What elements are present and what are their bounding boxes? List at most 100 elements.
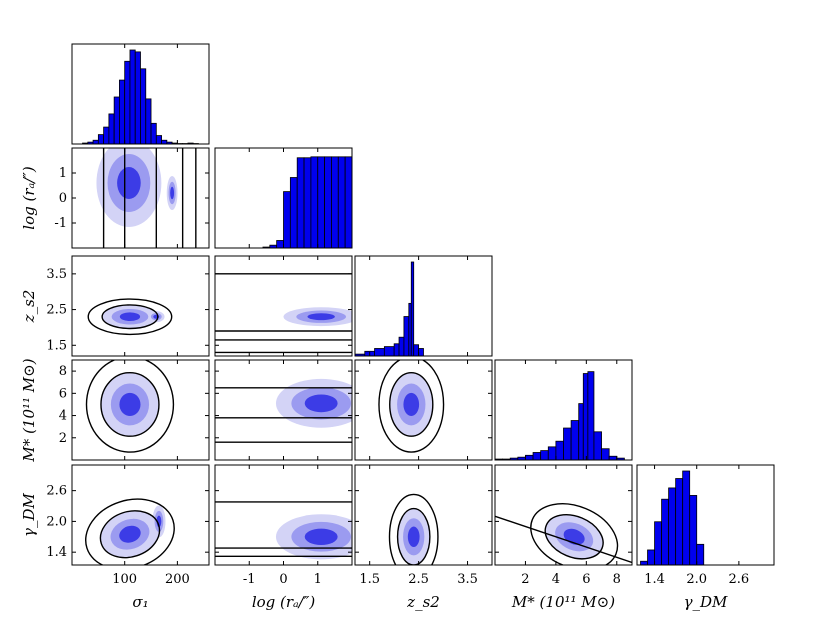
y-axis-label: γ_DM [20, 492, 38, 536]
histogram-bar-sigma1 [103, 126, 110, 145]
outer-contour-line [99, 510, 161, 559]
outer-contour-line [85, 360, 175, 453]
panel-frame [494, 464, 633, 566]
panel-gammaDM-vs-log_ra [215, 501, 352, 560]
density-contour-level-3 [119, 392, 141, 417]
histogram-bar-gammaDM [696, 543, 705, 566]
panel-frame [71, 464, 210, 566]
histogram-bar-Mstar [532, 452, 542, 461]
panel-gammaDM-vs-sigma1 [85, 498, 175, 565]
histogram-bar-gammaDM [682, 470, 691, 566]
histogram-bar-log_ra [337, 156, 346, 249]
histogram-bar-sigma1 [119, 79, 126, 145]
x-tick-label: 200 [165, 572, 190, 587]
histogram-bar-gammaDM [668, 487, 677, 566]
histogram-bar-sigma1 [155, 135, 162, 145]
outer-contour-line [87, 298, 173, 336]
outer-contour-line [389, 371, 434, 437]
density-contour-level-3 [304, 394, 338, 413]
x-tick-label: 8 [613, 572, 621, 587]
histogram-bar-Mstar [587, 371, 595, 461]
y-axis-label: M* (10¹¹ M⊙) [20, 358, 38, 462]
histogram-bar-sigma1 [134, 51, 141, 145]
histogram-bar-zs2 [413, 344, 420, 357]
histogram-bar-Mstar [540, 450, 549, 461]
density-contour-level-3 [304, 528, 338, 545]
histogram-bar-Mstar [578, 403, 584, 461]
histogram-bar-sigma1 [124, 60, 131, 145]
x-tick-label: 1.5 [359, 572, 380, 587]
histogram-bar-sigma1 [113, 96, 120, 145]
histogram-bar-Mstar [601, 448, 610, 461]
panel-gammaDM-vs-zs2 [388, 493, 439, 565]
x-tick-label: 6 [582, 572, 590, 587]
y-tick-label: -1 [54, 216, 67, 231]
histogram-bar-log_ra [289, 177, 298, 249]
contour-line [495, 515, 632, 564]
histogram-bar-Mstar [555, 440, 564, 461]
histogram-bar-sigma1 [161, 139, 168, 145]
x-tick-label: 3.5 [457, 572, 478, 587]
histogram-bar-Mstar [525, 454, 534, 461]
y-tick-label: 1.5 [46, 338, 67, 353]
histogram-bar-log_ra [344, 156, 353, 249]
panel-Mstar-vs-log_ra [215, 378, 352, 443]
y-axis-label: log (rₐ/″) [20, 166, 38, 230]
outer-contour-line [100, 371, 160, 437]
histogram-bar-log_ra [303, 157, 312, 249]
density-contour-level-3 [119, 312, 141, 322]
histogram-bar-gammaDM [654, 521, 662, 566]
histogram-bar-gammaDM [647, 549, 655, 566]
y-tick-label: 1 [59, 166, 67, 181]
histogram-bar-sigma1 [108, 113, 115, 145]
histogram-bar-sigma1 [145, 98, 152, 145]
panel-frame [354, 255, 493, 357]
y-tick-label: 6 [59, 386, 67, 401]
density-contour-level-3 [117, 167, 141, 199]
histogram-bar-Mstar [608, 455, 618, 461]
x-axis-label: M* (10¹¹ M⊙) [511, 593, 615, 611]
panel-Mstar-vs-sigma1 [85, 360, 175, 453]
y-tick-label: 2.0 [46, 514, 67, 529]
panel-frame [214, 255, 353, 357]
y-axis-label: z_s2 [20, 290, 38, 324]
panel-frame [71, 359, 210, 461]
panel-frame [71, 255, 210, 357]
histogram-bar-Mstar [563, 427, 572, 461]
y-tick-label: 2.5 [46, 303, 67, 318]
x-tick-label: 100 [112, 572, 137, 587]
outer-contour-line [101, 304, 159, 330]
histogram-bar-Mstar [570, 420, 580, 461]
histogram-bar-zs2 [398, 336, 405, 357]
x-tick-label: 1.4 [644, 572, 665, 587]
histogram-bar-sigma1 [97, 134, 105, 145]
x-tick-label: 2.0 [686, 572, 707, 587]
y-tick-label: 0 [59, 191, 67, 206]
panel-frame [494, 359, 633, 461]
histogram-bar-Mstar [582, 373, 589, 461]
panel-frame [354, 464, 493, 566]
panel-Mstar-vs-zs2 [378, 360, 445, 453]
outer-contour-line [378, 360, 445, 453]
x-tick-label: 2.6 [729, 572, 750, 587]
x-axis-label: log (rₐ/″) [252, 593, 316, 611]
density-contour-level-3 [403, 392, 420, 417]
panel-frame [354, 359, 493, 461]
y-tick-label: 2.6 [46, 484, 67, 499]
panel-frame [71, 43, 210, 145]
histogram-bar-log_ra [331, 156, 339, 249]
y-tick-label: 4 [59, 409, 67, 424]
histogram-bar-sigma1 [140, 68, 147, 145]
outer-contour-line [85, 498, 175, 565]
x-tick-label: 1 [314, 572, 322, 587]
outer-contour-line [544, 514, 604, 560]
panel-gammaDM-vs-Mstar [495, 503, 632, 565]
histogram-bar-log_ra [310, 156, 319, 249]
histogram-bar-Mstar [593, 431, 602, 461]
histogram-bar-zs2 [403, 316, 410, 357]
histogram-bar-gammaDM [640, 560, 648, 566]
x-axis-label: z_s2 [406, 593, 440, 611]
density-contour-level-3 [407, 526, 420, 548]
histogram-bar-gammaDM [689, 495, 698, 566]
